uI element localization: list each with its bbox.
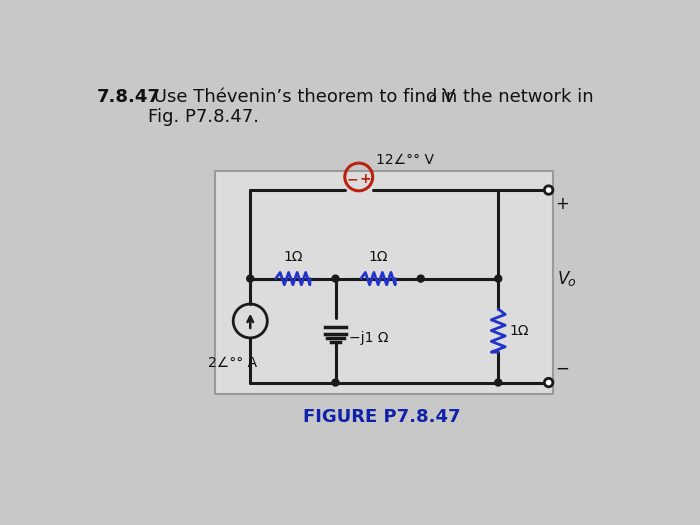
Text: Fig. P7.8.47.: Fig. P7.8.47. — [148, 108, 259, 125]
Circle shape — [332, 379, 339, 386]
Text: Use Thévenin’s theorem to find V: Use Thévenin’s theorem to find V — [148, 88, 455, 106]
FancyBboxPatch shape — [216, 171, 552, 394]
Text: −: − — [346, 172, 358, 186]
Text: +: + — [555, 195, 568, 213]
Text: FIGURE P7.8.47: FIGURE P7.8.47 — [303, 408, 461, 426]
Text: 2∠°° A: 2∠°° A — [208, 356, 257, 370]
Circle shape — [417, 275, 424, 282]
Text: −j1 Ω: −j1 Ω — [349, 331, 389, 345]
Circle shape — [247, 275, 253, 282]
Text: 1Ω: 1Ω — [368, 250, 388, 264]
Text: o: o — [428, 92, 436, 105]
Text: V: V — [558, 270, 569, 288]
Circle shape — [332, 275, 339, 282]
Text: 1Ω: 1Ω — [283, 250, 302, 264]
Text: 1Ω: 1Ω — [509, 323, 528, 338]
Text: 12∠°° V: 12∠°° V — [376, 153, 434, 167]
Text: −: − — [555, 360, 568, 377]
Circle shape — [545, 186, 553, 194]
Text: o: o — [567, 276, 575, 289]
Circle shape — [495, 275, 502, 282]
Text: 7.8.47: 7.8.47 — [97, 88, 161, 106]
Text: +: + — [359, 172, 371, 186]
Circle shape — [545, 379, 553, 387]
Text: in the network in: in the network in — [435, 88, 594, 106]
Circle shape — [495, 379, 502, 386]
